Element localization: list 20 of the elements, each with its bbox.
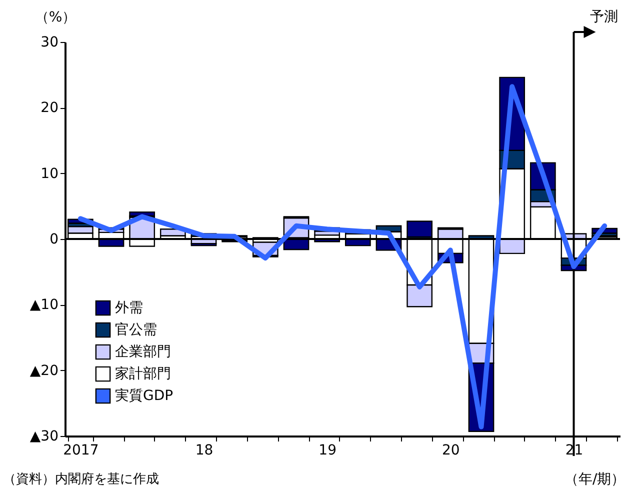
ref-line-label: 予測 [590,9,618,25]
y-tick-label: ▲20 [30,362,58,379]
y-tick-label: 30 [40,34,58,50]
y-tick-label: ▲10 [30,297,58,314]
x-tick-label: 18 [195,442,214,458]
x-axis-title: （年/期） [564,472,626,488]
legend-label: 家計部門 [115,366,171,382]
y-tick-label: 20 [40,100,58,116]
x-tick-label: 20 [442,442,460,458]
legend-label: 官公需 [115,322,157,338]
y-axis-title: （%） [34,10,76,26]
y-tick-label: 0 [50,232,58,248]
x-tick-label: 2017 [63,442,99,458]
x-tick-label: 19 [318,442,336,458]
legend-label: 実質GDP [115,388,174,404]
y-tick-label: ▲30 [30,428,58,444]
y-tick-label: 10 [40,166,58,182]
text: （資料）内閣府を基に作成 [3,471,159,487]
legend-label: 企業部門 [115,344,171,360]
legend-label: 外需 [115,300,143,316]
